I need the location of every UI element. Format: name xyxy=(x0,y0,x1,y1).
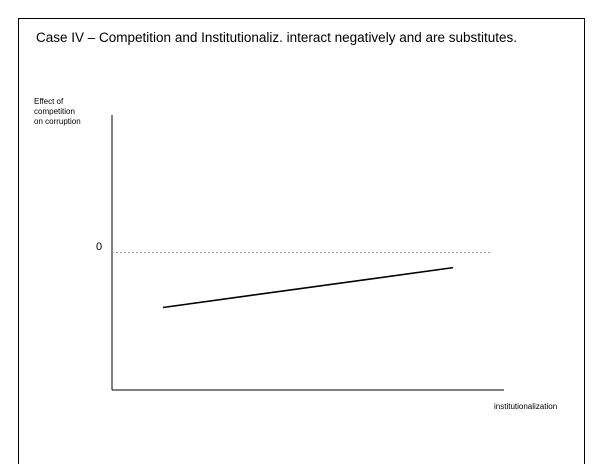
series-line-1 xyxy=(162,266,454,309)
slide-frame: Case IV – Competition and Institutionali… xyxy=(18,18,585,464)
chart-title: Case IV – Competition and Institutionali… xyxy=(36,30,518,45)
chart-plot-area xyxy=(111,115,504,391)
y-axis-label: Effect of competition on corruption xyxy=(34,97,81,126)
series-group xyxy=(162,266,454,309)
x-axis-label: institutionalization xyxy=(494,402,558,411)
zero-tick-label: 0 xyxy=(96,241,103,253)
